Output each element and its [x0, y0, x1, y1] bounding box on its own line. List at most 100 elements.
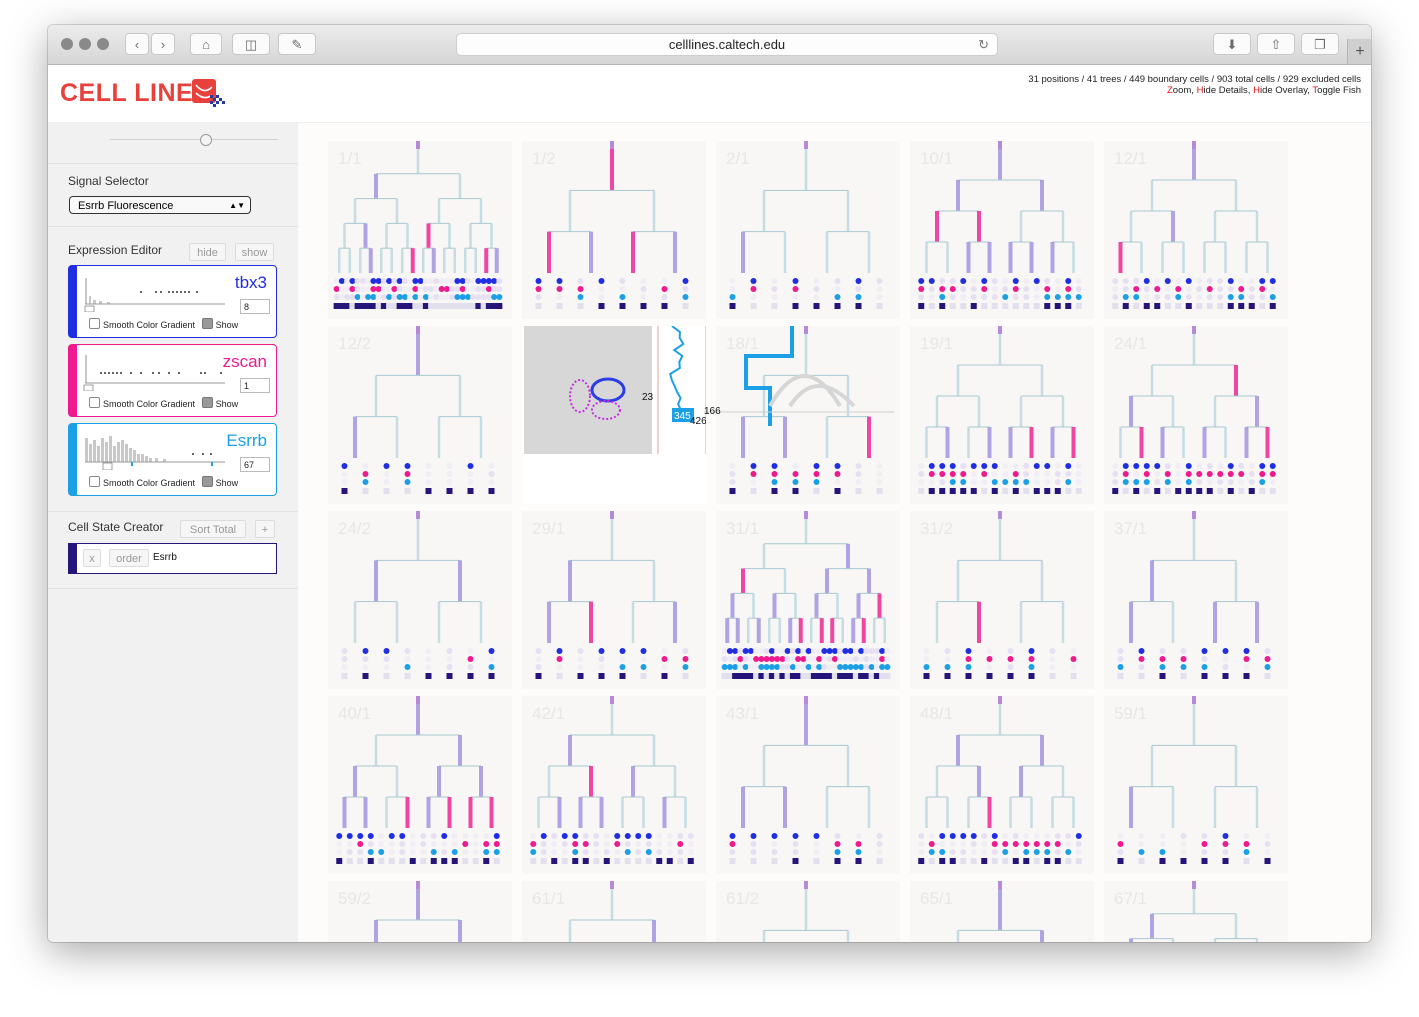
- tree-panel[interactable]: 67/1: [1104, 881, 1288, 942]
- smooth-gradient-checkbox[interactable]: [89, 476, 100, 487]
- tree-panel[interactable]: 1/2: [522, 141, 706, 319]
- tree-panel[interactable]: 65/1: [910, 881, 1094, 942]
- expression-histogram[interactable]: [83, 274, 225, 312]
- gene-threshold-input[interactable]: 8: [240, 299, 270, 314]
- gene-threshold-input[interactable]: 67: [240, 457, 270, 472]
- smooth-gradient-checkbox[interactable]: [89, 318, 100, 329]
- tree-panel[interactable]: 12/2: [328, 326, 512, 504]
- tree-panel[interactable]: 31/2: [910, 511, 1094, 689]
- expression-dots: [333, 278, 503, 309]
- cell-image: [524, 326, 652, 454]
- tabs-icon[interactable]: ❐: [1301, 33, 1339, 55]
- tree-panel[interactable]: 24/1: [1104, 326, 1288, 504]
- threshold-handle[interactable]: [102, 462, 113, 470]
- show-button[interactable]: show: [235, 243, 274, 261]
- tree-panel[interactable]: 10/1: [910, 141, 1094, 319]
- lineage-tree: [956, 881, 1044, 942]
- tree-panel[interactable]: 12/1: [1104, 141, 1288, 319]
- toggle-fish-link[interactable]: Toggle Fish: [1312, 85, 1361, 96]
- svg-text:23: 23: [642, 392, 654, 403]
- zoom-light[interactable]: [97, 38, 109, 50]
- threshold-handle[interactable]: [84, 305, 95, 312]
- show-checkbox[interactable]: [201, 318, 213, 329]
- svg-text:166: 166: [704, 406, 721, 417]
- lineage-tree: [353, 326, 483, 458]
- new-tab-icon[interactable]: +: [1347, 39, 1371, 64]
- tree-panel[interactable]: 42/1: [522, 696, 706, 874]
- add-state-button[interactable]: +: [255, 520, 275, 538]
- tree-label: 67/1: [1114, 889, 1148, 908]
- expression-histogram[interactable]: [83, 353, 225, 391]
- sort-total-button[interactable]: Sort Total: [180, 520, 246, 538]
- remove-state-button[interactable]: x: [83, 549, 101, 567]
- lineage-tree: [762, 881, 850, 942]
- share-icon[interactable]: ⇧: [1257, 33, 1295, 55]
- show-checkbox[interactable]: [201, 397, 213, 408]
- tree-panel[interactable]: 40/1: [328, 696, 512, 874]
- tree-grid: 1/1 1/2 2/1 10/1 12/1 12/2 23 345 426 18/1 166 19/1…: [298, 123, 1371, 942]
- sidebar-icon[interactable]: ◫: [232, 33, 270, 55]
- lineage-tree: [1119, 326, 1270, 458]
- tree-panel[interactable]: 48/1: [910, 696, 1094, 874]
- lineage-tree: [925, 141, 1075, 273]
- lineage-tree: [374, 881, 462, 942]
- order-button[interactable]: order: [109, 549, 149, 567]
- tree-panel[interactable]: 18/1 166: [704, 326, 900, 504]
- tree-panel[interactable]: 43/1: [716, 696, 900, 874]
- browser-toolbar: ‹ › ⌂ ◫ ✎ celllines.caltech.edu ↻ ⬇ ⇧ ❐ …: [48, 25, 1371, 65]
- hide-overlay-link[interactable]: Hide Overlay: [1253, 85, 1308, 96]
- url-text: celllines.caltech.edu: [668, 37, 786, 52]
- tree-panel[interactable]: 1/1: [328, 141, 512, 319]
- tree-panel[interactable]: 61/2: [716, 881, 900, 942]
- minimize-light[interactable]: [79, 38, 91, 50]
- tree-panel[interactable]: 37/1: [1104, 511, 1288, 689]
- zoom-slider[interactable]: [110, 133, 278, 147]
- gene-options: Smooth Color Gradient Show: [89, 476, 238, 488]
- svg-text:345: 345: [674, 411, 691, 422]
- hide-details-link[interactable]: Hide Details: [1196, 85, 1248, 96]
- edit-icon[interactable]: ✎: [278, 33, 316, 55]
- tree-panel[interactable]: 59/1: [1104, 696, 1288, 874]
- tree-panel[interactable]: 59/2: [328, 881, 512, 942]
- tree-label: 24/1: [1114, 334, 1148, 353]
- gene-name: tbx3: [234, 273, 267, 292]
- expression-dots: [918, 278, 1082, 309]
- tree-panel[interactable]: 31/1: [716, 511, 900, 689]
- tree-label: 12/1: [1114, 149, 1148, 168]
- expression-histogram[interactable]: [83, 432, 225, 470]
- back-icon[interactable]: ‹: [125, 33, 149, 55]
- zoom-link[interactable]: Zoom: [1166, 85, 1192, 96]
- expression-editor-section: Expression Editor hide show tbx3 8 Smoot…: [48, 226, 298, 511]
- action-links: Zoom, Hide Details, Hide Overlay, Toggle…: [1166, 85, 1361, 96]
- tree-label: 59/1: [1114, 704, 1148, 723]
- zoom-slider-handle[interactable]: [200, 134, 212, 146]
- expression-dots: [918, 463, 1082, 494]
- tree-panel[interactable]: 24/2: [328, 511, 512, 689]
- lineage-tree: [725, 511, 886, 643]
- show-checkbox[interactable]: [201, 476, 213, 487]
- sidebar: Signal Selector Esrrb Fluorescence ▲▼ Ex…: [48, 123, 298, 942]
- lineage-tree: [547, 511, 677, 643]
- hide-button[interactable]: hide: [189, 243, 226, 261]
- smooth-gradient-checkbox[interactable]: [89, 397, 100, 408]
- expression-dots: [721, 648, 891, 679]
- tree-panel[interactable]: 19/1: [910, 326, 1094, 504]
- tree-label: 2/1: [726, 149, 750, 168]
- lineage-tree: [537, 696, 687, 828]
- gene-threshold-input[interactable]: 1: [240, 378, 270, 393]
- overlay-panel[interactable]: 23 345 426: [522, 325, 707, 504]
- app-logo: CELL LINES: [60, 79, 211, 107]
- close-light[interactable]: [61, 38, 73, 50]
- tree-panel[interactable]: 61/1: [522, 881, 706, 942]
- forward-icon[interactable]: ›: [151, 33, 175, 55]
- address-bar[interactable]: celllines.caltech.edu ↻: [456, 33, 998, 56]
- threshold-handle[interactable]: [83, 384, 94, 391]
- tree-label: 65/1: [920, 889, 954, 908]
- tree-panel[interactable]: 2/1: [716, 141, 900, 319]
- signal-select[interactable]: Esrrb Fluorescence ▲▼: [69, 196, 251, 214]
- signal-selector-section: Signal Selector Esrrb Fluorescence ▲▼: [48, 163, 298, 226]
- home-icon[interactable]: ⌂: [190, 33, 222, 55]
- download-icon[interactable]: ⬇: [1213, 33, 1251, 55]
- tree-panel[interactable]: 29/1: [522, 511, 706, 689]
- reload-icon[interactable]: ↻: [978, 37, 989, 52]
